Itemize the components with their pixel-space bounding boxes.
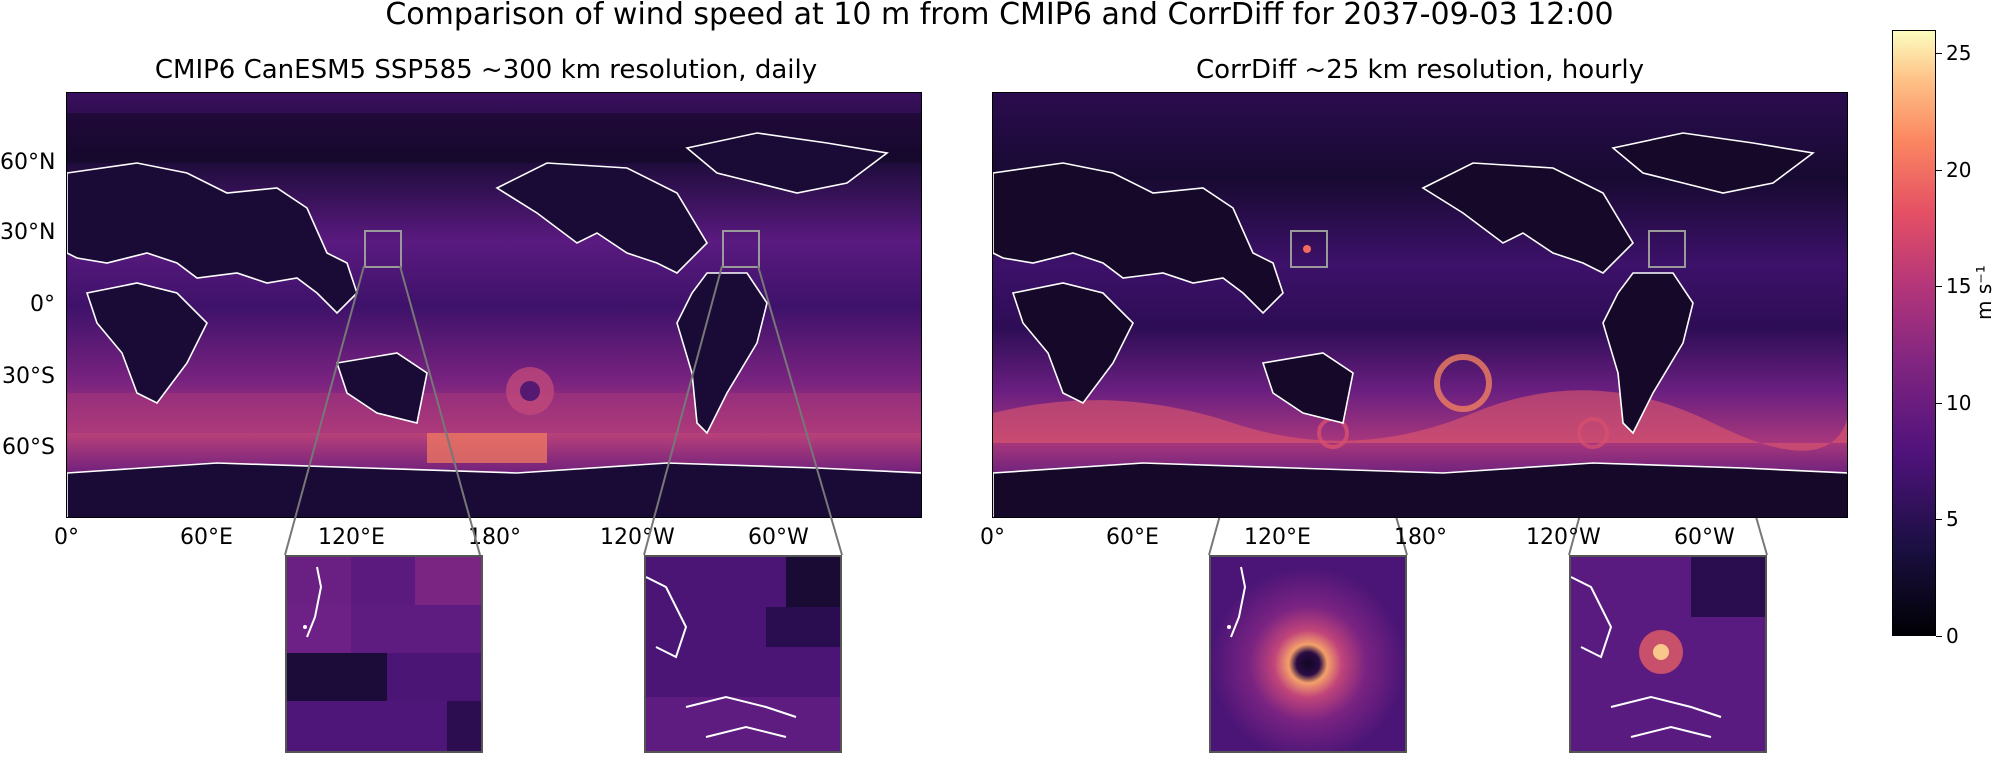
y-tick-0: 0° [30, 292, 55, 317]
left-inset-caribbean [644, 555, 842, 753]
y-tick-60s: 60°S [2, 435, 55, 460]
colorbar-tick-20 [1936, 170, 1942, 171]
x-tick-60w-right: 60°W [1674, 525, 1735, 550]
colorbar-label-10: 10 [1946, 391, 1972, 415]
x-tick-60e-right: 60°E [1106, 525, 1159, 550]
x-tick-60e-left: 60°E [180, 525, 233, 550]
colorbar [1892, 30, 1936, 636]
y-tick-60n: 60°N [0, 150, 56, 175]
x-tick-60w-left: 60°W [748, 525, 809, 550]
left-map-cmip6 [66, 92, 922, 518]
right-inset-caribbean [1569, 555, 1767, 753]
x-tick-180-right: 180° [1394, 525, 1447, 550]
x-tick-0-right: 0° [980, 525, 1005, 550]
colorbar-tick-15 [1936, 286, 1942, 287]
x-tick-120w-left: 120°W [600, 525, 675, 550]
colorbar-tick-10 [1936, 403, 1942, 404]
colorbar-tick-25 [1936, 53, 1942, 54]
right-map-corrdiff [992, 92, 1848, 518]
colorbar-label-15: 15 [1946, 274, 1972, 298]
colorbar-label-5: 5 [1946, 507, 1959, 531]
colorbar-unit: m s⁻¹ [1972, 265, 1996, 320]
colorbar-label-0: 0 [1946, 624, 1959, 648]
colorbar-label-20: 20 [1946, 158, 1972, 182]
figure-title: Comparison of wind speed at 10 m from CM… [385, 0, 1614, 32]
colorbar-tick-5 [1936, 519, 1942, 520]
left-panel-title: CMIP6 CanESM5 SSP585 ~300 km resolution,… [154, 55, 818, 85]
right-inset-west-pacific [1209, 555, 1407, 753]
x-tick-0-left: 0° [54, 525, 79, 550]
right-panel-title: CorrDiff ~25 km resolution, hourly [1196, 55, 1644, 85]
x-tick-120w-right: 120°W [1526, 525, 1601, 550]
y-tick-30n: 30°N [0, 220, 56, 245]
colorbar-tick-0 [1936, 636, 1942, 637]
x-tick-180-left: 180° [468, 525, 521, 550]
left-inset-west-pacific [285, 555, 483, 753]
x-tick-120e-left: 120°E [318, 525, 385, 550]
colorbar-label-25: 25 [1946, 41, 1972, 65]
y-tick-30s: 30°S [2, 364, 55, 389]
x-tick-120e-right: 120°E [1244, 525, 1311, 550]
